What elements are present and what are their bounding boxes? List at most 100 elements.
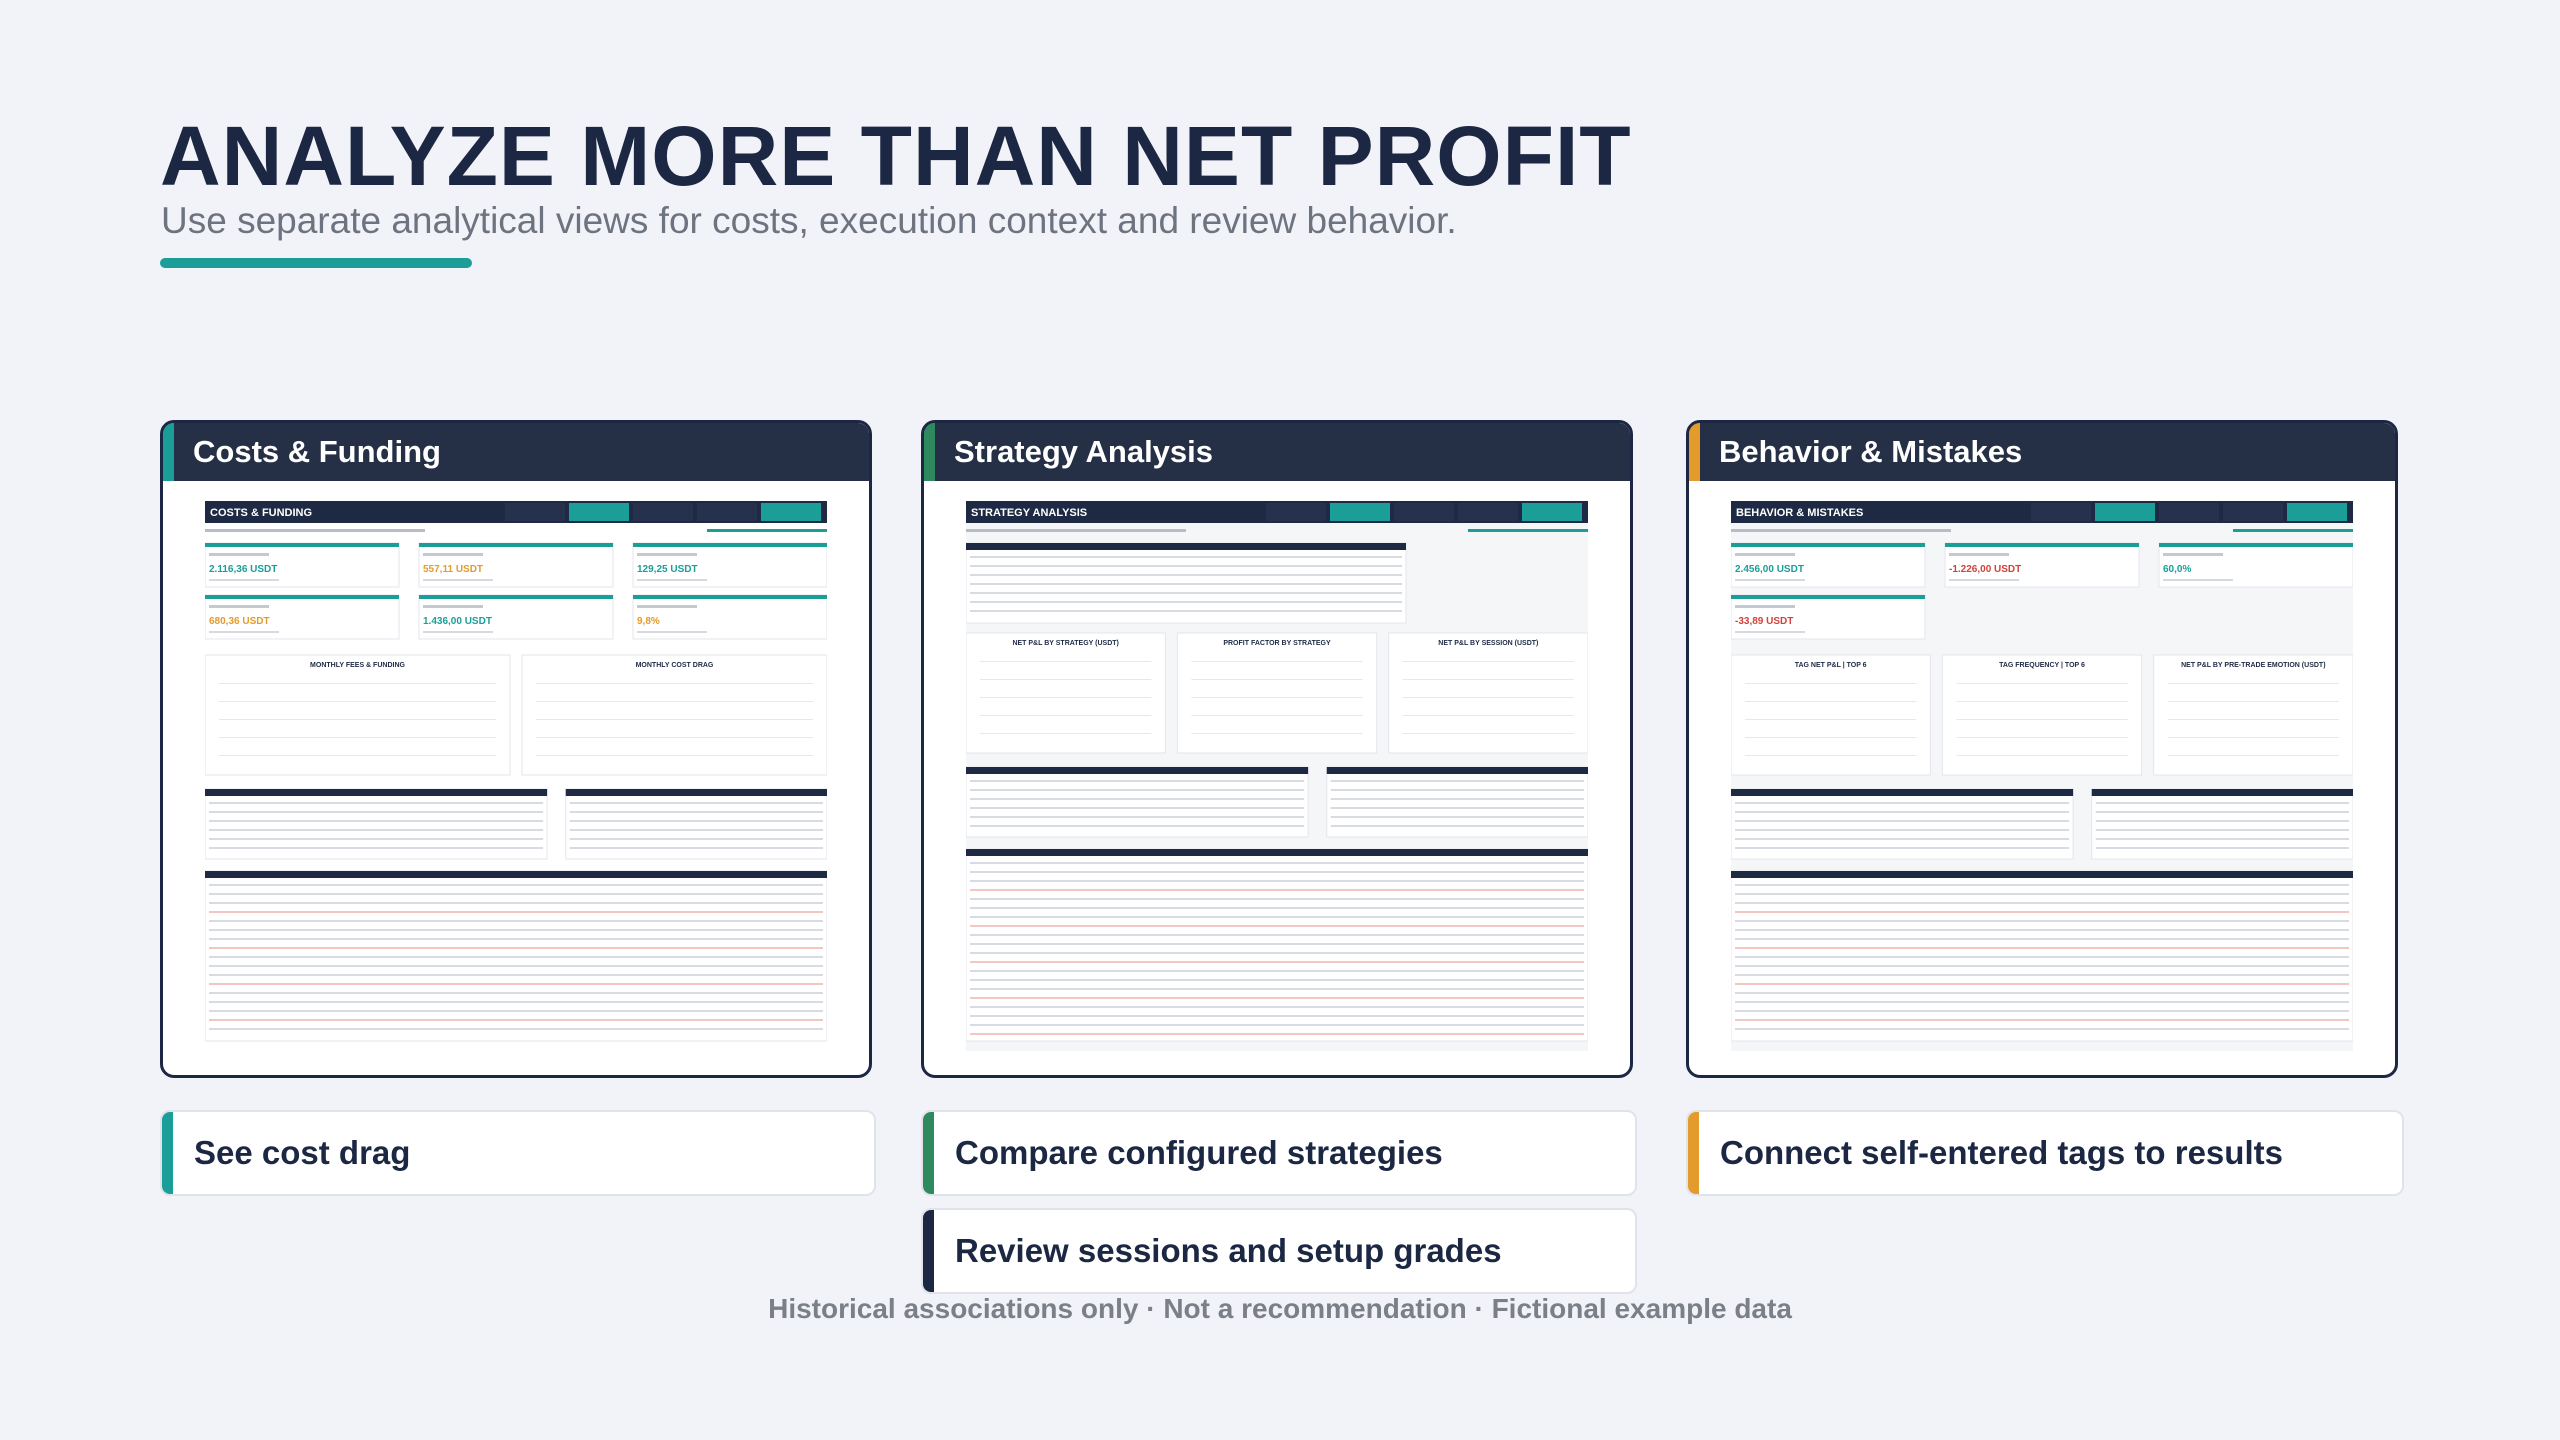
table-row [569,847,823,849]
table-row [970,871,1584,873]
table-row [1735,802,2070,804]
chart-title: TAG NET P&L | TOP 6 [1795,662,1867,669]
table-row [1735,893,2349,895]
table-row [1735,992,2349,994]
table-row [970,816,1305,818]
kpi-note [1735,579,1805,581]
chart-title: NET P&L BY STRATEGY (USDT) [1012,640,1118,647]
chart-placeholder [1191,733,1363,734]
table-row [209,1019,823,1021]
sheet-tab [1266,503,1326,521]
table-row [2095,838,2349,840]
chart-panel [521,654,827,776]
table-row [970,988,1584,990]
card-header: Costs & Funding [163,423,869,481]
card-accent [924,423,935,481]
kpi-label [1735,605,1795,608]
kpi-label [637,553,697,556]
kpi-accent [633,543,827,547]
caption-text: Compare configured strategies [955,1134,1443,1171]
table-row [1735,911,2349,913]
sheet-title: STRATEGY ANALYSIS [971,507,1087,519]
kpi-label [1735,553,1795,556]
chart-placeholder [2167,737,2339,738]
table-row [569,838,823,840]
card-accent [163,423,174,481]
chart-panel [1941,654,2143,776]
table-row [1330,798,1584,800]
kpi-value: -1.226,00 USDT [1949,564,2021,575]
chart-placeholder [1191,715,1363,716]
caption-text: See cost drag [194,1134,411,1171]
table-row [2095,847,2349,849]
kpi-note [2163,579,2233,581]
table-row [970,862,1584,864]
sheet-preview: BEHAVIOR & MISTAKES 2.456,00 USDT -1.226,0… [1731,501,2353,1051]
table-row [970,961,1584,963]
table-row [1735,829,2070,831]
kpi-accent [205,543,399,547]
table-head [966,543,1406,550]
kpi-note [637,631,707,633]
table-row [970,574,1402,576]
sheet-tab [569,503,629,521]
sheet-tab [2223,503,2283,521]
table-head [2091,789,2353,796]
feature-card: Costs & Funding COSTS & FUNDING 2.116,36 U… [160,420,872,1078]
table-row [209,1028,823,1030]
feature-card: Behavior & Mistakes BEHAVIOR & MISTAKES 2.… [1686,420,2398,1078]
table-row [2095,829,2349,831]
chart-placeholder [219,683,496,684]
kpi-value: 2.456,00 USDT [1735,564,1804,575]
table-row [209,829,544,831]
chart-placeholder [536,737,813,738]
chart-placeholder [536,683,813,684]
table-row [209,884,823,886]
card-accent [1689,423,1700,481]
chart-panel [1388,632,1588,754]
sheet-subline [205,529,425,532]
chart-placeholder [980,733,1152,734]
table-row [970,880,1584,882]
table-row [2095,820,2349,822]
table-row [970,952,1584,954]
table-row [1735,884,2349,886]
table-row [209,947,823,949]
table-row [970,916,1584,918]
sheet-tab [2287,503,2347,521]
kpi-label [423,553,483,556]
sheet-subline [966,529,1186,532]
card-title: Strategy Analysis [954,434,1214,469]
table-row [209,938,823,940]
table-row [209,992,823,994]
kpi-accent [1945,543,2139,547]
sheet-tab [1458,503,1518,521]
sheet-tab [1330,503,1390,521]
kpi-accent [1731,595,1925,599]
chart-placeholder [1402,733,1574,734]
table-head [1731,789,2074,796]
caption-accent [162,1112,173,1194]
kpi-label [2163,553,2223,556]
sheet-tab [2159,503,2219,521]
kpi-value: 129,25 USDT [637,564,698,575]
table-row [209,920,823,922]
sheet-tab [697,503,757,521]
table-row [209,838,544,840]
table-row [209,820,544,822]
caption-accent [923,1210,934,1292]
caption-text: Review sessions and setup grades [955,1232,1502,1269]
table-head [1731,871,2353,878]
kpi-label [423,605,483,608]
table-row [970,898,1584,900]
kpi-accent [2159,543,2353,547]
table-row [970,780,1305,782]
card-title: Costs & Funding [193,434,441,469]
table-row [970,970,1584,972]
chart-placeholder [2167,683,2339,684]
chart-title: NET P&L BY PRE-TRADE EMOTION (USDT) [2181,662,2325,669]
sheet-tab [2031,503,2091,521]
table-row [209,956,823,958]
chart-placeholder [219,719,496,720]
